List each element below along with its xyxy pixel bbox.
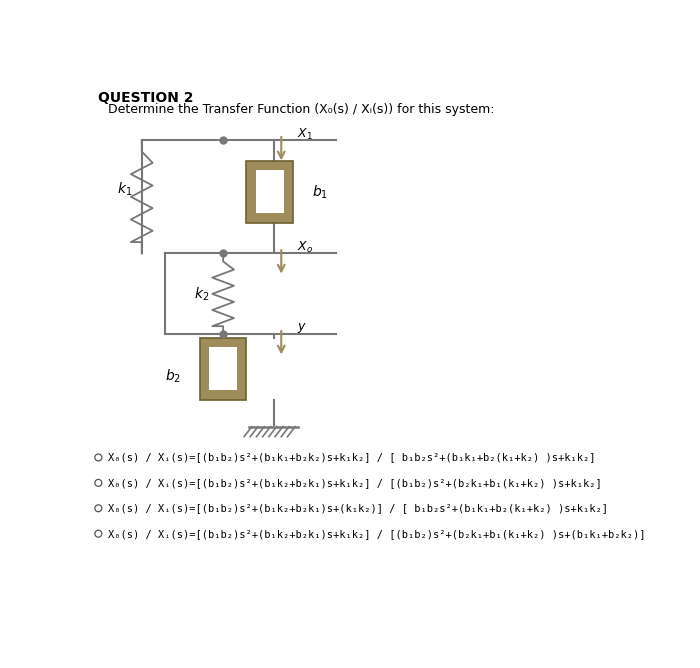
Bar: [256, 170, 284, 213]
Text: $k_2$: $k_2$: [194, 285, 209, 303]
Text: Determine the Transfer Function (X₀(s) / Xᵢ(s)) for this system:: Determine the Transfer Function (X₀(s) /…: [108, 104, 494, 116]
Text: X₀(s) / Xᵢ(s)=[(b₁b₂)s²+(b₁k₂+b₂k₁)s+k₁k₂] / [(b₁b₂)s²+(b₂k₁+b₁(k₁+k₂) )s+(b₁k₁+: X₀(s) / Xᵢ(s)=[(b₁b₂)s²+(b₁k₂+b₂k₁)s+k₁k…: [108, 528, 645, 538]
Text: X₀(s) / Xᵢ(s)=[(b₁b₂)s²+(b₁k₂+b₂k₁)s+k₁k₂] / [(b₁b₂)s²+(b₂k₁+b₁(k₁+k₂) )s+k₁k₂]: X₀(s) / Xᵢ(s)=[(b₁b₂)s²+(b₁k₂+b₂k₁)s+k₁k…: [108, 478, 601, 488]
Text: $y$: $y$: [297, 321, 307, 335]
Text: $k_1$: $k_1$: [117, 180, 132, 198]
Text: $b_2$: $b_2$: [164, 368, 181, 385]
Bar: [200, 338, 246, 399]
Text: $X_1$: $X_1$: [297, 126, 313, 142]
Bar: [209, 347, 237, 391]
Text: $b_1$: $b_1$: [312, 183, 328, 200]
Text: QUESTION 2: QUESTION 2: [98, 91, 194, 105]
Text: $X_o$: $X_o$: [297, 240, 313, 255]
Bar: [246, 161, 293, 222]
Text: X₀(s) / Xᵢ(s)=[(b₁b₂)s²+(b₁k₁+b₂k₂)s+k₁k₂] / [ b₁b₂s²+(b₁k₁+b₂(k₁+k₂) )s+k₁k₂]: X₀(s) / Xᵢ(s)=[(b₁b₂)s²+(b₁k₁+b₂k₂)s+k₁k…: [108, 452, 595, 462]
Text: X₀(s) / Xᵢ(s)=[(b₁b₂)s²+(b₁k₂+b₂k₁)s+(k₁k₂)] / [ b₁b₂s²+(b₁k₁+b₂(k₁+k₂) )s+k₁k₂]: X₀(s) / Xᵢ(s)=[(b₁b₂)s²+(b₁k₂+b₂k₁)s+(k₁…: [108, 503, 608, 513]
